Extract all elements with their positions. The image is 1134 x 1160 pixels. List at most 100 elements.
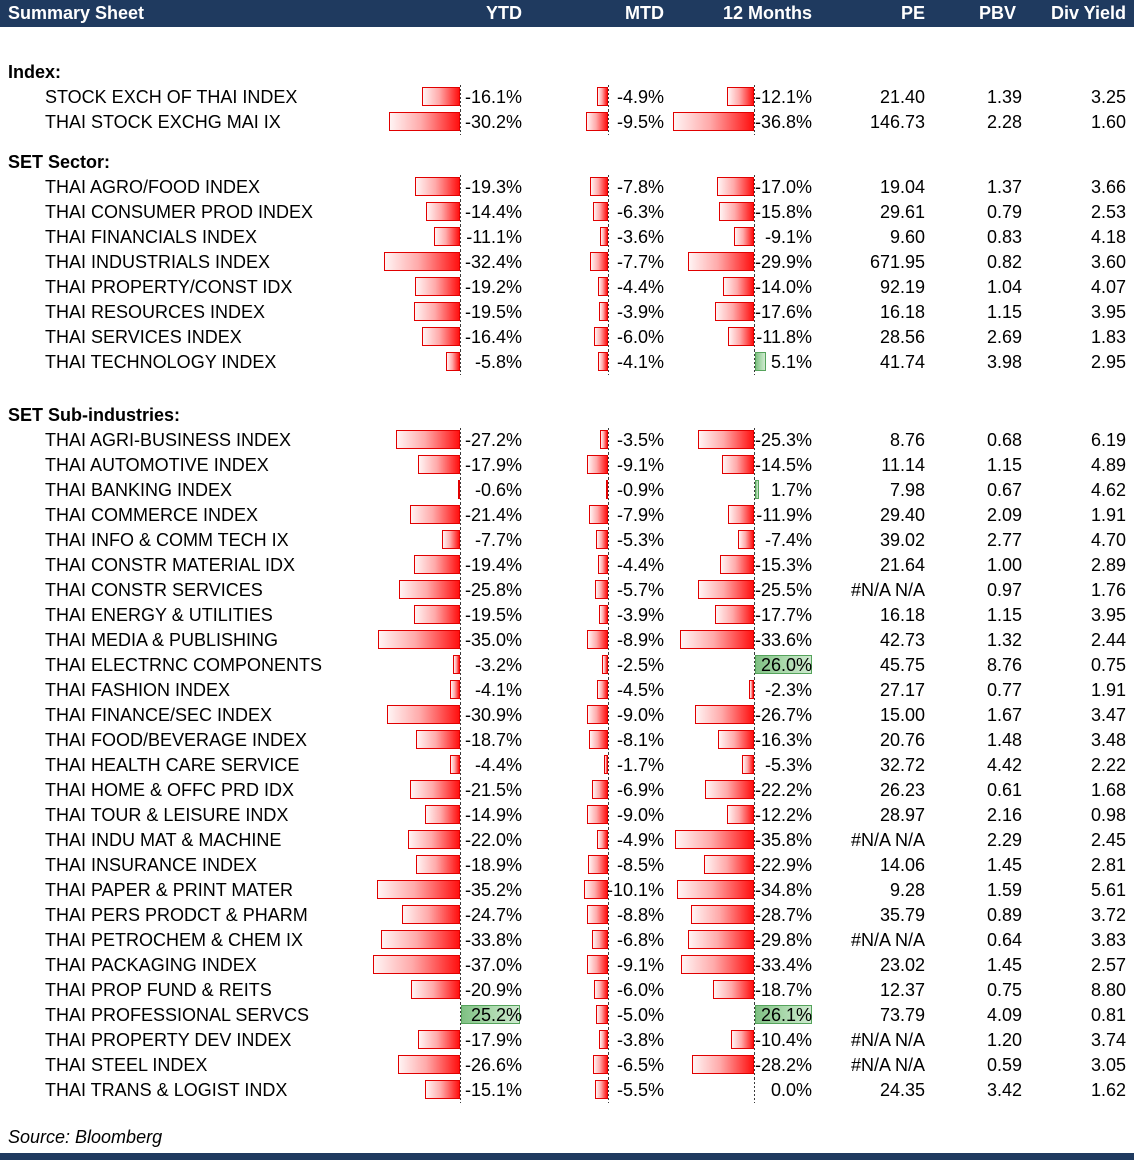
ytd-bar-cell: -14.9% bbox=[360, 803, 525, 828]
div-yield-value: 0.75 bbox=[1090, 655, 1126, 675]
pe-value: 20.76 bbox=[879, 730, 925, 750]
m12-value: -16.3% bbox=[754, 730, 812, 750]
table-row: THAI INDU MAT & MACHINE -22.0% -4.9% -35.8%… bbox=[0, 828, 1134, 853]
div-yield-value: 4.18 bbox=[1090, 227, 1126, 247]
table-row: THAI PROFESSIONAL SERVCS 25.2% -5.0% 26.1% 7… bbox=[0, 1003, 1134, 1028]
mtd-value: -6.5% bbox=[616, 1055, 664, 1075]
ytd-negative-bar bbox=[421, 327, 460, 346]
ytd-bar-cell: -27.2% bbox=[360, 428, 525, 453]
row-name: THAI HEALTH CARE SERVICE bbox=[45, 755, 300, 775]
mtd-negative-bar bbox=[596, 87, 608, 106]
zero-axis-line bbox=[608, 110, 609, 135]
ytd-bar-cell: -16.4% bbox=[360, 325, 525, 350]
zero-axis-line bbox=[460, 778, 461, 803]
zero-axis-line bbox=[608, 503, 609, 528]
div-yield-value: 2.22 bbox=[1090, 755, 1126, 775]
mtd-negative-bar bbox=[586, 455, 608, 474]
ytd-value: -4.1% bbox=[474, 680, 522, 700]
div-yield-value: 3.60 bbox=[1090, 252, 1126, 272]
row-name: THAI INSURANCE INDEX bbox=[45, 855, 258, 875]
mtd-bar-cell: -2.5% bbox=[560, 653, 667, 678]
mtd-value: -3.9% bbox=[616, 302, 664, 322]
zero-axis-line bbox=[608, 828, 609, 853]
ytd-negative-bar bbox=[380, 930, 460, 949]
row-name: THAI MEDIA & PUBLISHING bbox=[45, 630, 279, 650]
pbv-value: 1.15 bbox=[986, 455, 1022, 475]
zero-axis-line bbox=[460, 200, 461, 225]
div-yield-value: 1.76 bbox=[1090, 580, 1126, 600]
m12-bar-cell: -17.7% bbox=[665, 603, 815, 628]
mtd-negative-bar bbox=[592, 1055, 608, 1074]
table-row: THAI COMMERCE INDEX -21.4% -7.9% -11.9% 29.4… bbox=[0, 503, 1134, 528]
mtd-value: -3.5% bbox=[616, 430, 664, 450]
mtd-negative-bar bbox=[589, 177, 608, 196]
column-header-pbv: PBV bbox=[978, 3, 1016, 23]
zero-axis-line bbox=[460, 578, 461, 603]
ytd-bar-cell: -16.1% bbox=[360, 85, 525, 110]
zero-axis-line bbox=[754, 503, 755, 528]
mtd-value: -5.7% bbox=[616, 580, 664, 600]
zero-axis-line bbox=[754, 728, 755, 753]
zero-axis-line bbox=[754, 603, 755, 628]
zero-axis-line bbox=[460, 300, 461, 325]
m12-value: 26.0% bbox=[760, 655, 812, 675]
m12-bar-cell: -29.8% bbox=[665, 928, 815, 953]
ytd-bar-cell: -18.7% bbox=[360, 728, 525, 753]
m12-value: -28.2% bbox=[754, 1055, 812, 1075]
pbv-value: 1.00 bbox=[986, 555, 1022, 575]
m12-bar-cell: -9.1% bbox=[665, 225, 815, 250]
row-name: THAI ELECTRNC COMPONENTS bbox=[45, 655, 323, 675]
ytd-value: -11.1% bbox=[466, 227, 522, 247]
div-yield-value: 0.81 bbox=[1090, 1005, 1126, 1025]
ytd-negative-bar bbox=[377, 880, 460, 899]
zero-axis-line bbox=[460, 478, 461, 503]
pe-value: #N/A N/A bbox=[850, 1030, 925, 1050]
mtd-value: -0.9% bbox=[616, 480, 664, 500]
ytd-value: -4.4% bbox=[474, 755, 522, 775]
zero-axis-line bbox=[754, 225, 755, 250]
m12-value: -22.9% bbox=[754, 855, 812, 875]
ytd-value: -0.6% bbox=[474, 480, 522, 500]
table-row: THAI STEEL INDEX -26.6% -6.5% -28.2% #N/A N/… bbox=[0, 1053, 1134, 1078]
mtd-negative-bar bbox=[597, 555, 608, 574]
mtd-bar-cell: -3.9% bbox=[560, 300, 667, 325]
pbv-value: 2.77 bbox=[986, 530, 1022, 550]
mtd-bar-cell: -1.7% bbox=[560, 753, 667, 778]
mtd-negative-bar bbox=[598, 352, 608, 371]
mtd-bar-cell: -6.0% bbox=[560, 325, 667, 350]
m12-negative-bar bbox=[688, 930, 754, 949]
mtd-negative-bar bbox=[595, 1080, 608, 1099]
m12-bar-cell: 5.1% bbox=[665, 350, 815, 375]
mtd-bar-cell: -8.5% bbox=[560, 853, 667, 878]
div-yield-value: 0.98 bbox=[1090, 805, 1126, 825]
pbv-value: 2.09 bbox=[986, 505, 1022, 525]
column-header-12-months: 12 Months bbox=[722, 3, 812, 23]
mtd-bar-cell: -9.0% bbox=[560, 803, 667, 828]
mtd-negative-bar bbox=[602, 655, 608, 674]
row-name: THAI TOUR & LEISURE INDX bbox=[45, 805, 289, 825]
zero-axis-line bbox=[754, 453, 755, 478]
div-yield-value: 6.19 bbox=[1090, 430, 1126, 450]
table-row: THAI FOOD/BEVERAGE INDEX -18.7% -8.1% -16.3… bbox=[0, 728, 1134, 753]
div-yield-value: 2.53 bbox=[1090, 202, 1126, 222]
m12-negative-bar bbox=[675, 830, 754, 849]
mtd-bar-cell: -0.9% bbox=[560, 478, 667, 503]
zero-axis-line bbox=[460, 678, 461, 703]
zero-axis-line bbox=[608, 1078, 609, 1103]
pbv-value: 3.42 bbox=[986, 1080, 1022, 1100]
div-yield-value: 2.45 bbox=[1090, 830, 1126, 850]
ytd-negative-bar bbox=[414, 302, 460, 321]
pbv-value: 1.48 bbox=[986, 730, 1022, 750]
mtd-bar-cell: -3.5% bbox=[560, 428, 667, 453]
ytd-negative-bar bbox=[424, 1080, 460, 1099]
ytd-value: -14.9% bbox=[464, 805, 522, 825]
column-header-div-yield: Div Yield bbox=[1050, 3, 1126, 23]
div-yield-value: 2.95 bbox=[1090, 352, 1126, 372]
mtd-value: -6.0% bbox=[616, 980, 664, 1000]
mtd-value: -9.1% bbox=[616, 955, 664, 975]
ytd-negative-bar bbox=[433, 227, 460, 246]
mtd-negative-bar bbox=[598, 605, 608, 624]
zero-axis-line bbox=[460, 728, 461, 753]
m12-bar-cell: -16.3% bbox=[665, 728, 815, 753]
zero-axis-line bbox=[608, 200, 609, 225]
